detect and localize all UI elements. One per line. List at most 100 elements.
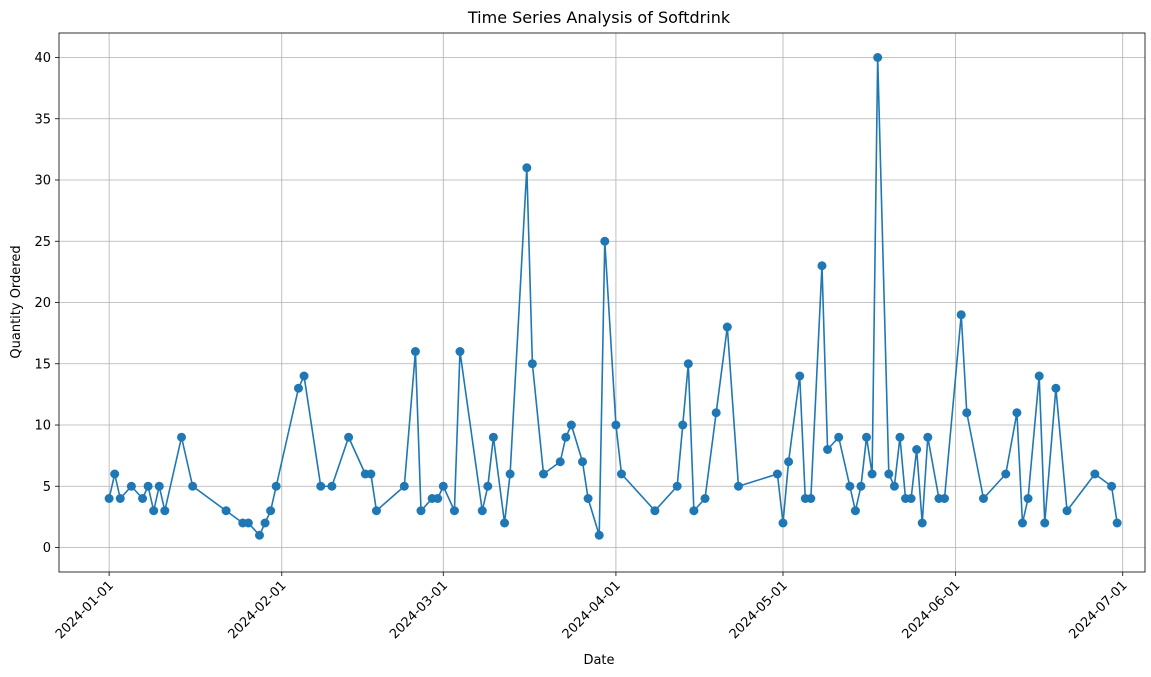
data-point — [923, 432, 933, 442]
data-point — [221, 506, 231, 516]
y-tick-label: 25 — [34, 235, 51, 250]
x-tick-label: 2024-04-01 — [560, 578, 624, 642]
data-point — [483, 481, 493, 491]
data-point — [578, 457, 588, 467]
data-point — [260, 518, 270, 528]
data-point — [126, 481, 136, 491]
axis-ticks: 0 5 10 15 20 25 30 35 40 2024-01-01 2024-02-01 2024… — [34, 51, 1130, 642]
data-point — [817, 261, 827, 271]
y-tick-label: 20 — [34, 296, 51, 311]
y-tick-label: 40 — [34, 51, 51, 66]
data-point — [416, 506, 426, 516]
data-point — [672, 481, 682, 491]
data-point — [772, 469, 782, 479]
data-point — [873, 53, 883, 62]
data-point — [689, 506, 699, 516]
data-point — [555, 457, 565, 467]
data-point — [110, 469, 120, 479]
data-point — [1107, 481, 1117, 491]
data-point — [1023, 494, 1033, 503]
data-point — [917, 518, 927, 528]
data-point — [956, 310, 966, 320]
data-point — [433, 494, 443, 503]
y-tick-label: 30 — [34, 174, 51, 189]
data-point — [149, 506, 159, 516]
data-point — [243, 518, 253, 528]
data-point — [366, 469, 376, 479]
data-point — [778, 518, 788, 528]
data-point — [700, 494, 710, 503]
data-point — [154, 481, 164, 491]
data-point — [522, 163, 532, 173]
y-tick-label: 0 — [43, 541, 51, 556]
data-point — [889, 481, 899, 491]
data-point — [488, 432, 498, 442]
x-axis-label: Date — [583, 653, 614, 668]
data-point — [1034, 371, 1044, 381]
plot-frame — [58, 32, 1146, 573]
data-point — [583, 494, 593, 503]
data-point — [500, 518, 510, 528]
data-point — [344, 432, 354, 442]
data-point — [561, 432, 571, 442]
data-point — [143, 481, 153, 491]
data-point — [527, 359, 537, 369]
x-tick-label: 2024-03-01 — [387, 578, 451, 642]
series-softdrink — [104, 53, 1122, 540]
data-point — [299, 371, 309, 381]
data-point — [115, 494, 125, 503]
data-point — [834, 432, 844, 442]
data-point — [594, 530, 604, 540]
x-tick-label: 2024-02-01 — [226, 578, 290, 642]
data-point — [616, 469, 626, 479]
x-tick-label: 2024-07-01 — [1067, 578, 1131, 642]
data-point — [650, 506, 660, 516]
y-axis-label: Quantity Ordered — [9, 245, 24, 358]
data-point — [795, 371, 805, 381]
data-point — [254, 530, 264, 540]
data-point — [1051, 383, 1061, 393]
data-point — [906, 494, 916, 503]
x-tick-label: 2024-05-01 — [727, 578, 791, 642]
data-point — [455, 347, 465, 356]
data-point — [978, 494, 988, 503]
data-point — [477, 506, 487, 516]
data-point — [505, 469, 515, 479]
data-point — [1040, 518, 1050, 528]
data-point — [884, 469, 894, 479]
data-point — [327, 481, 337, 491]
data-point — [371, 506, 381, 516]
chart-title: Time Series Analysis of Softdrink — [467, 8, 731, 27]
series-line — [108, 56, 1118, 537]
x-tick-label: 2024-06-01 — [899, 578, 963, 642]
data-point — [962, 408, 972, 418]
data-point — [600, 236, 610, 246]
data-point — [1001, 469, 1011, 479]
data-point — [611, 420, 621, 430]
data-point — [438, 481, 448, 491]
data-point — [160, 506, 170, 516]
data-point — [188, 481, 198, 491]
data-point — [293, 383, 303, 393]
data-point — [138, 494, 148, 503]
data-point — [895, 432, 905, 442]
data-point — [1017, 518, 1027, 528]
data-point — [1112, 518, 1122, 528]
data-point — [912, 445, 922, 454]
data-point — [940, 494, 950, 503]
data-point — [1062, 506, 1072, 516]
data-point — [806, 494, 816, 503]
data-point — [711, 408, 721, 418]
y-tick-label: 15 — [34, 357, 51, 372]
data-point — [104, 494, 114, 503]
data-point — [850, 506, 860, 516]
data-point — [845, 481, 855, 491]
data-point — [683, 359, 693, 369]
data-point — [399, 481, 409, 491]
data-point — [1090, 469, 1100, 479]
data-point — [539, 469, 549, 479]
y-tick-label: 5 — [43, 480, 51, 495]
data-point — [1012, 408, 1022, 418]
